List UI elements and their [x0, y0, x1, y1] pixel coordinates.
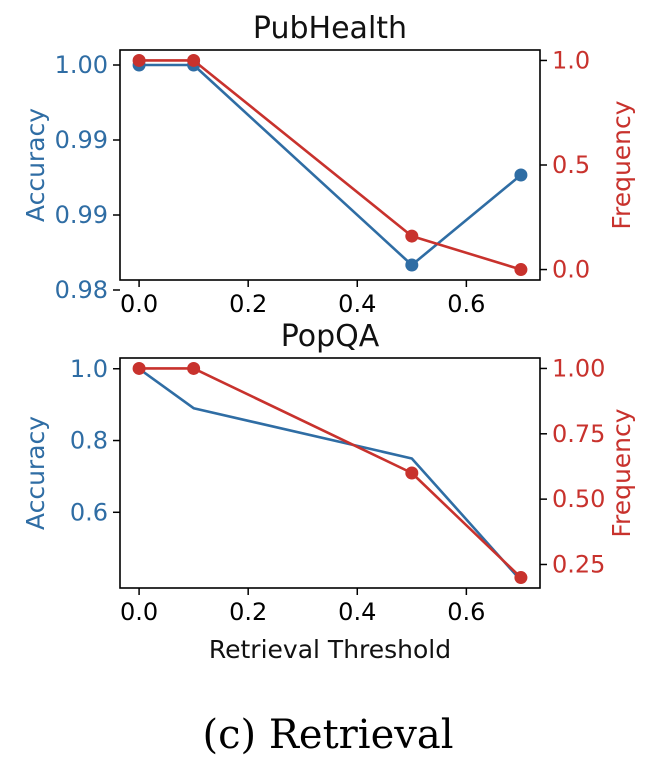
x-tick-label: 0.0	[120, 290, 158, 318]
y-right-tick-label: 0.5	[552, 151, 590, 179]
y-left-tick-label: 0.99	[55, 201, 108, 229]
panel-popqa: PopQA 0.0 0.2 0.4 0.6 1.0 0.8 0.6 1.00 0.75 0.50 0.…	[21, 319, 636, 664]
x-tick-label: 0.6	[447, 290, 485, 318]
y-right-tick-label: 1.0	[552, 46, 590, 74]
y-right-tick-label: 0.0	[552, 256, 590, 284]
x-axis-label: Retrieval Threshold	[209, 635, 451, 664]
data-point-frequency	[132, 53, 146, 67]
y-right-axis-label: Frequency	[607, 100, 636, 229]
chart-title: PubHealth	[253, 11, 407, 46]
data-point-accuracy	[514, 168, 528, 182]
data-point-frequency	[132, 361, 146, 375]
y-right-tick-label: 0.75	[552, 420, 605, 448]
y-left-axis-label: Accuracy	[21, 108, 50, 222]
series-line-frequency	[139, 367, 522, 579]
y-left-tick-label: 1.00	[55, 51, 108, 79]
y-left-tick-label: 1.0	[70, 355, 108, 383]
y-right-tick-label: 1.00	[552, 354, 605, 382]
y-left-axis-label: Accuracy	[21, 416, 50, 530]
y-left-tick-label: 0.8	[70, 427, 108, 455]
data-point-frequency	[405, 229, 419, 243]
data-point-frequency	[187, 361, 201, 375]
x-tick-label: 0.4	[338, 598, 376, 626]
y-left-tick-label: 0.98	[55, 276, 108, 304]
plot-frame	[119, 357, 541, 589]
y-left-tick-label: 0.6	[70, 498, 108, 526]
y-right-tick-label: 0.50	[552, 485, 605, 513]
data-point-frequency	[514, 571, 528, 585]
series-line-frequency	[139, 59, 522, 271]
y-right-tick-label: 0.25	[552, 550, 605, 578]
y-left-tick-label: 0.99	[55, 126, 108, 154]
x-tick-label: 0.4	[338, 290, 376, 318]
x-tick-label: 0.2	[229, 290, 267, 318]
chart-title: PopQA	[281, 319, 380, 354]
data-point-frequency	[514, 263, 528, 277]
x-tick-label: 0.0	[120, 598, 158, 626]
x-tick-label: 0.2	[229, 598, 267, 626]
plot-frame	[119, 49, 541, 281]
series-line-accuracy	[138, 367, 522, 582]
panel-pubhealth: PubHealth 0.0 0.2 0.4 0.6 1.00 0.99 0.99 0.98 1.0…	[21, 11, 636, 318]
y-right-axis-label: Frequency	[607, 408, 636, 537]
data-point-frequency	[405, 466, 419, 480]
data-point-accuracy	[405, 258, 419, 272]
data-point-frequency	[187, 53, 201, 67]
figure-caption: (c) Retrieval	[202, 712, 453, 758]
x-tick-label: 0.6	[447, 598, 485, 626]
series-line-accuracy	[139, 63, 522, 267]
